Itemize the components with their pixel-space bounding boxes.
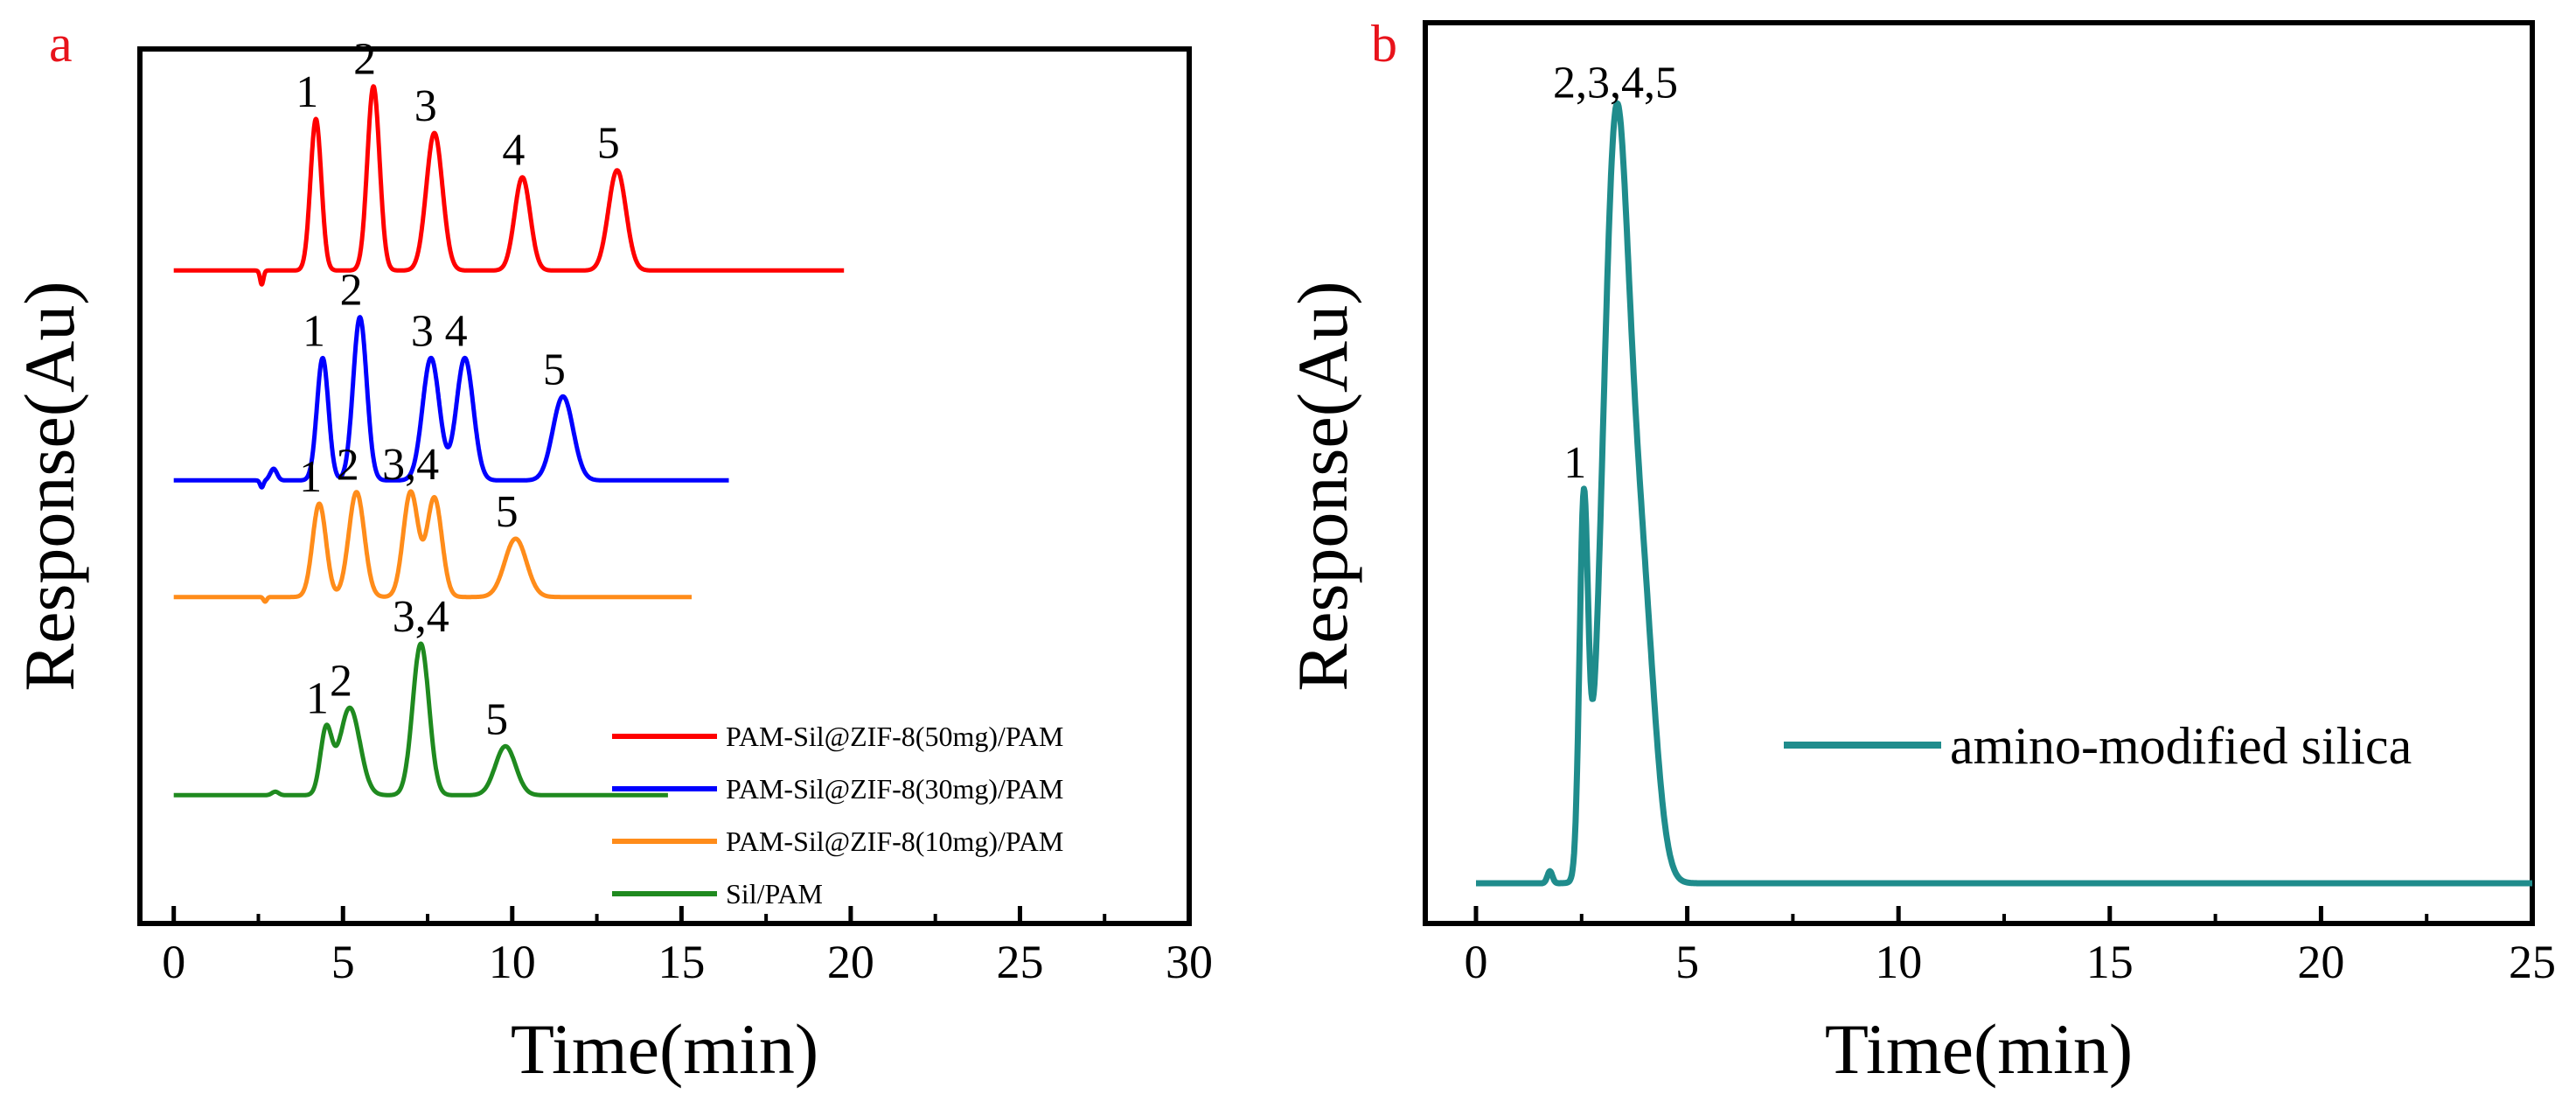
x-tick-label: 15	[2086, 936, 2134, 988]
series-line	[171, 84, 846, 287]
legend-label: PAM-Sil@ZIF-8(50mg)/PAM	[726, 721, 1063, 752]
legend-label: amino-modified silica	[1950, 717, 2412, 775]
legend-label: PAM-Sil@ZIF-8(10mg)/PAM	[726, 826, 1063, 857]
x-tick-label: 5	[331, 936, 355, 988]
peak-label: 5	[597, 119, 620, 169]
peak-label: 5	[496, 487, 519, 537]
series-line	[171, 641, 670, 798]
peak-label: 3	[411, 306, 434, 356]
x-tick-label: 25	[2509, 936, 2556, 988]
panel-a-label: a	[49, 15, 73, 73]
x-tick-label: 5	[1675, 936, 1699, 988]
peak-label: 5	[543, 345, 566, 394]
panel-a-ticks: 0 5 10 15 20 25 30	[162, 906, 1213, 988]
panel-b-frame	[1423, 20, 2535, 926]
x-tick-label: 15	[658, 936, 705, 988]
x-tick-label: 20	[827, 936, 874, 988]
panel-b-ticks: 0 5 10 15 20 25	[1464, 906, 2556, 988]
peak-label: 1	[303, 306, 325, 356]
peak-label: 2	[340, 266, 363, 316]
x-tick-label: 10	[1875, 936, 1922, 988]
x-tick-label: 10	[489, 936, 536, 988]
peak-label: 2,3,4,5	[1553, 58, 1678, 108]
peak-label: 3,4	[382, 440, 439, 490]
x-tick-label: 0	[1464, 936, 1487, 988]
panel-b-label: b	[1371, 15, 1397, 73]
series-line	[171, 489, 693, 604]
peak-label: 2	[353, 35, 376, 85]
panel-a-frame	[137, 46, 1192, 926]
peak-label: 4	[502, 126, 525, 176]
panel-a-series	[171, 84, 846, 798]
panel-b-x-axis-label: Time(min)	[1825, 1009, 2133, 1089]
panel-b-legend: amino-modified silica	[1784, 717, 2412, 775]
peak-label: 3	[414, 81, 437, 131]
x-tick-label: 30	[1166, 936, 1213, 988]
legend-label: PAM-Sil@ZIF-8(30mg)/PAM	[726, 773, 1063, 805]
panel-a-x-axis-label: Time(min)	[511, 1009, 818, 1089]
series-line	[1473, 100, 2535, 887]
panel-b: b 0 5 10 15 20 25 1 2,3,4,5 amino-modified sil…	[1283, 15, 2556, 1089]
legend-label: Sil/PAM	[726, 878, 823, 909]
series-line	[171, 315, 731, 490]
peak-label: 1	[306, 673, 329, 723]
panel-b-y-axis-label: Response(Au)	[1283, 281, 1362, 691]
panel-b-peak-labels: 1 2,3,4,5	[1553, 58, 1678, 488]
panel-b-series	[1473, 100, 2535, 887]
peak-label: 3,4	[393, 592, 449, 642]
x-tick-label: 0	[162, 936, 185, 988]
peak-label: 4	[445, 306, 468, 356]
peak-label: 2	[337, 441, 359, 491]
peak-label: 1	[296, 67, 318, 117]
peak-label: 1	[299, 452, 322, 502]
panel-a-legend: PAM-Sil@ZIF-8(50mg)/PAM PAM-Sil@ZIF-8(30m…	[612, 721, 1063, 909]
peak-label: 1	[1563, 438, 1586, 488]
peak-label: 5	[485, 694, 508, 744]
x-tick-label: 20	[2297, 936, 2344, 988]
panel-a-y-axis-label: Response(Au)	[10, 281, 89, 691]
x-tick-label: 25	[996, 936, 1043, 988]
peak-label: 2	[330, 656, 352, 706]
